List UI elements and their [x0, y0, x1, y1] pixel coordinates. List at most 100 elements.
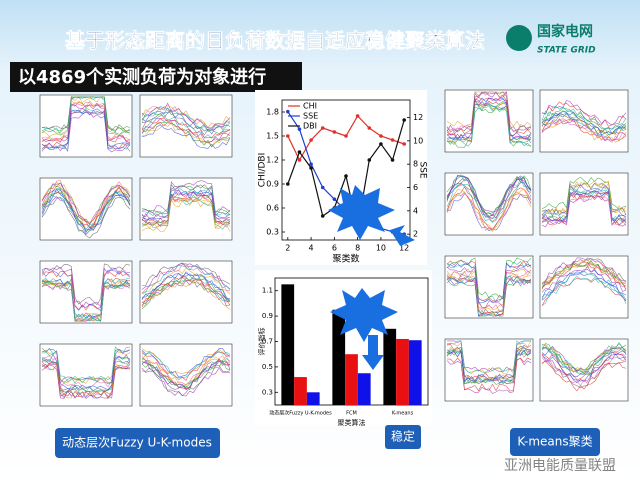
- plot-frame: [281, 99, 411, 241]
- load-curve: [41, 182, 131, 224]
- load-curve: [41, 96, 131, 136]
- load-curve: [141, 353, 231, 386]
- load-curve: [41, 99, 131, 142]
- bar: [345, 354, 358, 405]
- point: [309, 138, 313, 142]
- load-curve: [41, 269, 131, 312]
- load-curve: [541, 261, 627, 290]
- bar: [408, 340, 422, 405]
- arrow: [390, 225, 415, 252]
- y-tick-label: 1.1: [262, 287, 273, 295]
- panel-frame: [39, 260, 133, 324]
- y-axis-label: CHI/DBI: [258, 153, 268, 188]
- load-curve: [541, 273, 627, 302]
- load-curve: [446, 98, 532, 141]
- load-curve: [41, 96, 131, 134]
- point: [379, 134, 383, 138]
- load-curve: [446, 91, 532, 132]
- logo-text: 国家电网: [537, 23, 593, 40]
- load-curve: [141, 194, 231, 227]
- point: [286, 109, 290, 114]
- load-curve: [141, 277, 231, 310]
- load-curve: [446, 349, 532, 384]
- starburst: [328, 185, 395, 240]
- caption-box: [385, 425, 421, 449]
- x-tick-label: 6: [332, 244, 337, 253]
- load-curve: [541, 182, 627, 216]
- y-tick-label: 0.9: [266, 180, 279, 189]
- y2-tick-label: 10: [413, 136, 423, 145]
- y2-tick-label: 8: [413, 160, 418, 169]
- y-tick-label: 1.2: [266, 156, 279, 165]
- load-curve: [541, 260, 627, 288]
- point: [379, 142, 383, 146]
- load-curve: [141, 109, 231, 135]
- load-curve: [446, 191, 532, 232]
- load-curve: [541, 187, 627, 220]
- load-curve: [41, 194, 131, 235]
- x-axis-label: 聚类算法: [338, 418, 366, 427]
- x-tick-label: 4: [309, 244, 314, 253]
- load-curve: [41, 270, 131, 311]
- load-curve: [41, 277, 131, 320]
- watermark: 亚洲电能质量联盟: [504, 458, 616, 474]
- load-curve: [41, 96, 131, 137]
- point: [297, 127, 302, 131]
- load-curve: [141, 262, 231, 286]
- starburst: [330, 288, 398, 342]
- load-curve: [41, 108, 131, 150]
- panel-frame: [444, 172, 534, 236]
- point: [286, 182, 290, 186]
- load-curve: [446, 273, 532, 314]
- load-curve: [141, 105, 231, 129]
- x-tick-label: 2: [285, 244, 290, 253]
- load-curve: [141, 117, 231, 139]
- x-tick-label: 动态层次Fuzzy U-K-modes: [269, 410, 332, 417]
- y2-tick-label: 12: [413, 113, 423, 122]
- load-curve: [446, 174, 532, 213]
- load-curve: [541, 112, 627, 135]
- bar: [294, 377, 307, 405]
- load-curve: [541, 112, 627, 136]
- y2-tick-label: 6: [413, 183, 418, 192]
- load-curve: [541, 114, 627, 138]
- load-curve: [41, 280, 131, 322]
- bar: [306, 392, 320, 405]
- caption: 动态层次Fuzzy U-K-modes: [62, 436, 212, 450]
- subtitle: 以4869个实测负荷为对象进行: [18, 66, 266, 88]
- load-curve: [446, 262, 532, 304]
- caption: 稳定: [391, 429, 415, 444]
- load-curve: [141, 279, 231, 307]
- caption: K-means聚类: [517, 435, 592, 449]
- point: [286, 134, 290, 138]
- point: [367, 158, 372, 162]
- caption-box: [510, 428, 600, 456]
- load-curve: [541, 356, 627, 387]
- subtitle-box: [10, 62, 302, 92]
- y2-axis-label: SSE: [418, 161, 428, 178]
- x-axis-label: 聚类数: [332, 253, 359, 265]
- point: [332, 197, 337, 201]
- load-curve: [446, 261, 532, 303]
- load-curve: [446, 340, 531, 373]
- y-tick-label: 0.9: [262, 312, 273, 320]
- load-curve: [541, 341, 627, 374]
- load-curve: [446, 268, 532, 310]
- load-curve: [541, 118, 627, 143]
- y-tick-label: 0.3: [262, 388, 273, 396]
- point: [320, 214, 325, 218]
- load-curve: [41, 280, 131, 322]
- load-curve: [541, 269, 627, 300]
- y-tick-label: 0.3: [266, 228, 279, 237]
- point: [402, 118, 406, 122]
- bar: [396, 338, 409, 405]
- load-curve: [141, 265, 231, 295]
- load-curve: [141, 188, 231, 221]
- point: [332, 130, 337, 134]
- load-curve: [541, 176, 627, 210]
- load-curve: [41, 279, 131, 319]
- load-curve: [141, 183, 231, 218]
- y2-tick-label: 2: [413, 230, 418, 239]
- load-curve: [41, 266, 131, 308]
